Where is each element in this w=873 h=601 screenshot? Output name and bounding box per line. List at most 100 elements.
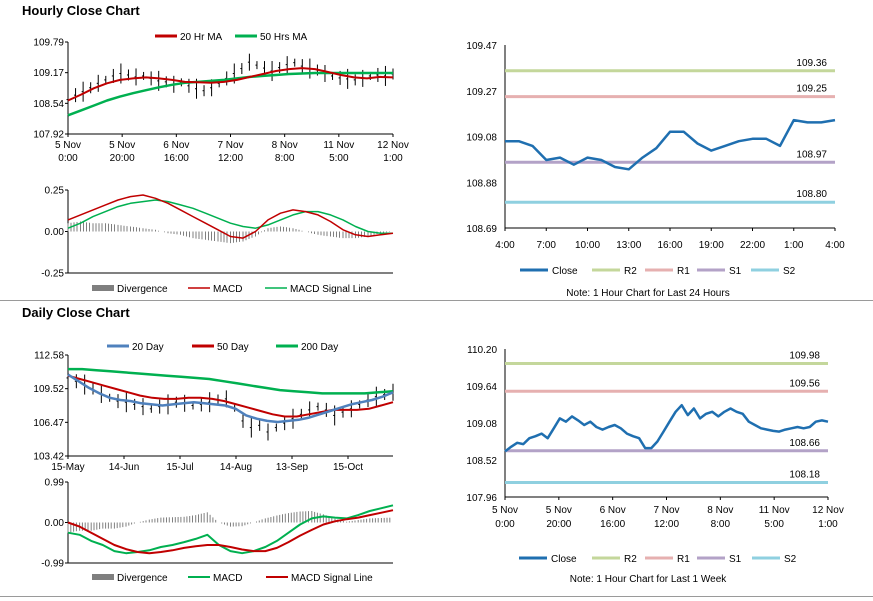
- daily-price-xtick-label: 15-May: [51, 462, 84, 473]
- section-divider: [0, 300, 873, 301]
- hourly-levels-xtick-label: 13:00: [616, 240, 641, 251]
- hourly-price-xtick-label: 5 Nov: [55, 140, 81, 151]
- hourly-levels-xtick-label: 22:00: [740, 240, 765, 251]
- daily-50day-ma-line: [67, 374, 394, 418]
- hourly-20hr-ma-line: [67, 67, 394, 102]
- hourly-price-xtick-label: 7 Nov: [217, 140, 243, 151]
- hourly-levels-legend-label: R2: [624, 266, 637, 277]
- daily-levels-xtick-label: 5 Nov: [546, 505, 572, 516]
- daily-macd-signal-line: [67, 509, 394, 555]
- hourly-level-r1-label: 109.25: [796, 84, 827, 95]
- daily-levels-legend-label: R2: [624, 554, 637, 565]
- daily-level-r2-label: 109.98: [789, 351, 820, 362]
- hourly-price-xtick-label: 12:00: [218, 153, 243, 164]
- daily-levels-xtick-label: 12:00: [654, 519, 679, 530]
- daily-levels-xtick-label: 5 Nov: [492, 505, 518, 516]
- daily-price-xtick-label: 14-Jun: [109, 462, 140, 473]
- daily-level-r1-label: 109.56: [789, 378, 820, 389]
- hourly-levels-xtick-label: 4:00: [495, 240, 515, 251]
- daily-price-xtick-label: 15-Oct: [333, 462, 363, 473]
- daily-levels-legend-label: R1: [677, 554, 690, 565]
- daily-price-xtick-label: 15-Jul: [166, 462, 193, 473]
- hourly-macd-line: [67, 194, 394, 239]
- daily-levels-xtick-label: 12 Nov: [812, 505, 844, 516]
- hourly-levels-ytick-label: 108.88: [466, 178, 497, 189]
- hourly-macd-ytick-label: 0.00: [45, 227, 65, 238]
- hourly-section-title: Hourly Close Chart: [22, 3, 140, 18]
- daily-macd-line: [67, 504, 394, 555]
- daily-macd-legend-signal-label: MACD Signal Line: [291, 573, 373, 584]
- hourly-macd-legend-divergence-swatch: [92, 285, 114, 291]
- daily-levels-close-line: [504, 403, 829, 453]
- hourly-price-xtick-label: 8 Nov: [272, 140, 298, 151]
- daily-levels-xtick-label: 20:00: [546, 519, 571, 530]
- daily-levels-ytick-label: 110.20: [467, 345, 497, 356]
- daily-macd-legend-divergence-swatch: [92, 574, 114, 580]
- daily-price-xtick-label: 14-Aug: [220, 462, 252, 473]
- hourly-levels-legend-label: S1: [729, 266, 742, 277]
- daily-legend-200day-label: 200 Day: [301, 342, 338, 353]
- hourly-price-ytick-label: 107.92: [33, 130, 64, 141]
- hourly-macd-legend-macd-label: MACD: [213, 284, 242, 295]
- daily-legend-20day-label: 20 Day: [132, 342, 164, 353]
- daily-levels-xtick-label: 8:00: [711, 519, 731, 530]
- hourly-price-xtick-label: 6 Nov: [163, 140, 189, 151]
- hourly-levels-legend-label: S2: [783, 266, 796, 277]
- daily-200day-ma-line: [68, 367, 394, 395]
- hourly-price-ytick-label: 109.17: [33, 68, 64, 79]
- daily-level-s2-label: 108.18: [789, 469, 820, 480]
- daily-20day-ma-line: [67, 373, 394, 424]
- hourly-price-ytick-label: 109.79: [33, 38, 64, 49]
- hourly-levels-xtick-label: 1:00: [784, 240, 804, 251]
- daily-legend-50day-label: 50 Day: [217, 342, 249, 353]
- daily-levels-xtick-label: 16:00: [600, 519, 625, 530]
- hourly-50hr-ma-line: [67, 71, 393, 117]
- hourly-legend-20hr-label: 20 Hr MA: [180, 32, 223, 43]
- hourly-levels-close-line: [505, 118, 836, 171]
- hourly-price-ytick-label: 108.54: [33, 99, 64, 110]
- hourly-price-xtick-label: 5 Nov: [109, 140, 135, 151]
- hourly-price-xtick-label: 0:00: [58, 153, 78, 164]
- daily-macd-legend-macd-label: MACD: [213, 573, 242, 584]
- daily-levels-xtick-label: 0:00: [495, 519, 515, 530]
- daily-levels-xtick-label: 6 Nov: [600, 505, 626, 516]
- daily-macd-ytick-label: 0.99: [45, 478, 65, 489]
- daily-levels-xtick-label: 5:00: [764, 519, 784, 530]
- hourly-levels-ytick-label: 109.27: [466, 87, 497, 98]
- hourly-legend-50hr-label: 50 Hrs MA: [260, 32, 308, 43]
- daily-levels-legend-label: S2: [784, 554, 797, 565]
- daily-levels-xtick-label: 11 Nov: [759, 505, 790, 516]
- hourly-levels-xtick-label: 10:00: [575, 240, 600, 251]
- hourly-levels-legend-label: Close: [552, 266, 578, 277]
- daily-level-s1-label: 108.66: [789, 438, 820, 449]
- hourly-levels-xtick-label: 16:00: [657, 240, 682, 251]
- daily-macd-ytick-label: 0.00: [45, 518, 65, 529]
- daily-macd-legend-divergence-label: Divergence: [117, 573, 168, 584]
- hourly-price-xtick-label: 12 Nov: [377, 140, 409, 151]
- hourly-price-xtick-label: 16:00: [164, 153, 189, 164]
- hourly-levels-ytick-label: 109.47: [466, 41, 497, 52]
- daily-price-xtick-label: 13-Sep: [276, 462, 309, 473]
- daily-levels-note: Note: 1 Hour Chart for Last 1 Week: [570, 574, 728, 585]
- daily-levels-xtick-label: 7 Nov: [653, 505, 679, 516]
- hourly-price-xtick-label: 8:00: [275, 153, 295, 164]
- daily-price-ytick-label: 112.58: [34, 351, 64, 362]
- daily-levels-ytick-label: 107.96: [466, 493, 497, 504]
- daily-price-ytick-label: 103.42: [33, 452, 64, 463]
- daily-levels-xtick-label: 8 Nov: [707, 505, 733, 516]
- hourly-macd-legend-divergence-label: Divergence: [117, 284, 168, 295]
- hourly-price-xtick-label: 11 Nov: [323, 140, 354, 151]
- daily-section-title: Daily Close Chart: [22, 305, 130, 320]
- daily-macd-ytick-label: -0.99: [41, 559, 64, 570]
- hourly-price-xtick-label: 20:00: [110, 153, 135, 164]
- hourly-price-xtick-label: 1:00: [383, 153, 403, 164]
- hourly-level-s1-label: 108.97: [796, 149, 827, 160]
- daily-levels-ytick-label: 108.52: [466, 456, 497, 467]
- hourly-levels-note: Note: 1 Hour Chart for Last 24 Hours: [566, 288, 729, 299]
- hourly-levels-ytick-label: 109.08: [466, 133, 497, 144]
- hourly-levels-xtick-label: 4:00: [825, 240, 845, 251]
- bottom-divider: [0, 596, 873, 597]
- hourly-level-s2-label: 108.80: [796, 189, 827, 200]
- daily-levels-legend-label: S1: [729, 554, 742, 565]
